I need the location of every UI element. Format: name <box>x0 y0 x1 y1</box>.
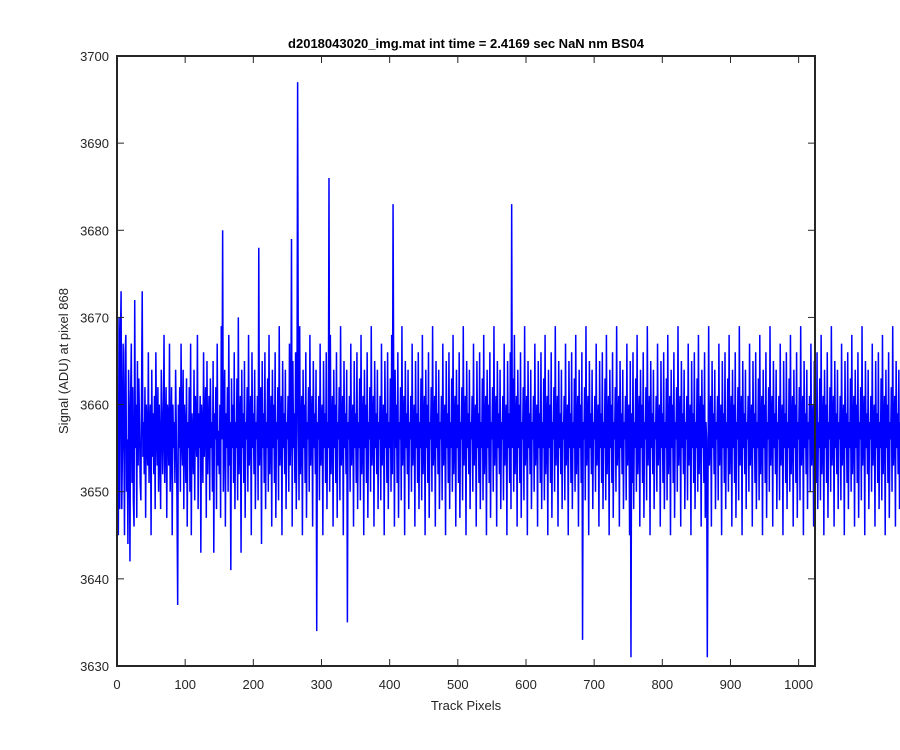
y-axis-label: Signal (ADU) at pixel 868 <box>56 288 71 434</box>
y-tick-label: 3650 <box>80 485 109 500</box>
y-tick-label: 3700 <box>80 49 109 64</box>
y-tick-label: 3680 <box>80 223 109 238</box>
x-tick-label: 900 <box>720 677 742 692</box>
x-tick-label: 300 <box>311 677 333 692</box>
y-tick-label: 3670 <box>80 310 109 325</box>
x-tick-label: 400 <box>379 677 401 692</box>
y-tick-label: 3630 <box>80 659 109 674</box>
x-axis-label: Track Pixels <box>431 698 502 713</box>
x-axis-ticks: 0 100 200 300 400 500 600 700 800 900 1000 <box>113 56 813 692</box>
x-tick-label: 500 <box>447 677 469 692</box>
series-layer <box>116 82 900 658</box>
y-tick-label: 3690 <box>80 136 109 151</box>
axes-box <box>116 55 816 667</box>
x-tick-label: 200 <box>242 677 264 692</box>
x-tick-label: 100 <box>174 677 196 692</box>
x-tick-label: 700 <box>583 677 605 692</box>
y-tick-label: 3640 <box>80 572 109 587</box>
y-axis-ticks: 3630 3640 3650 3660 3670 3680 3690 3700 <box>80 49 815 674</box>
y-tick-label: 3660 <box>80 398 109 413</box>
x-tick-label: 1000 <box>784 677 813 692</box>
series-line <box>116 82 900 658</box>
x-tick-label: 0 <box>113 677 120 692</box>
x-tick-label: 800 <box>651 677 673 692</box>
chart-title: d2018043020_img.mat int time = 2.4169 se… <box>288 36 645 51</box>
x-tick-label: 600 <box>515 677 537 692</box>
